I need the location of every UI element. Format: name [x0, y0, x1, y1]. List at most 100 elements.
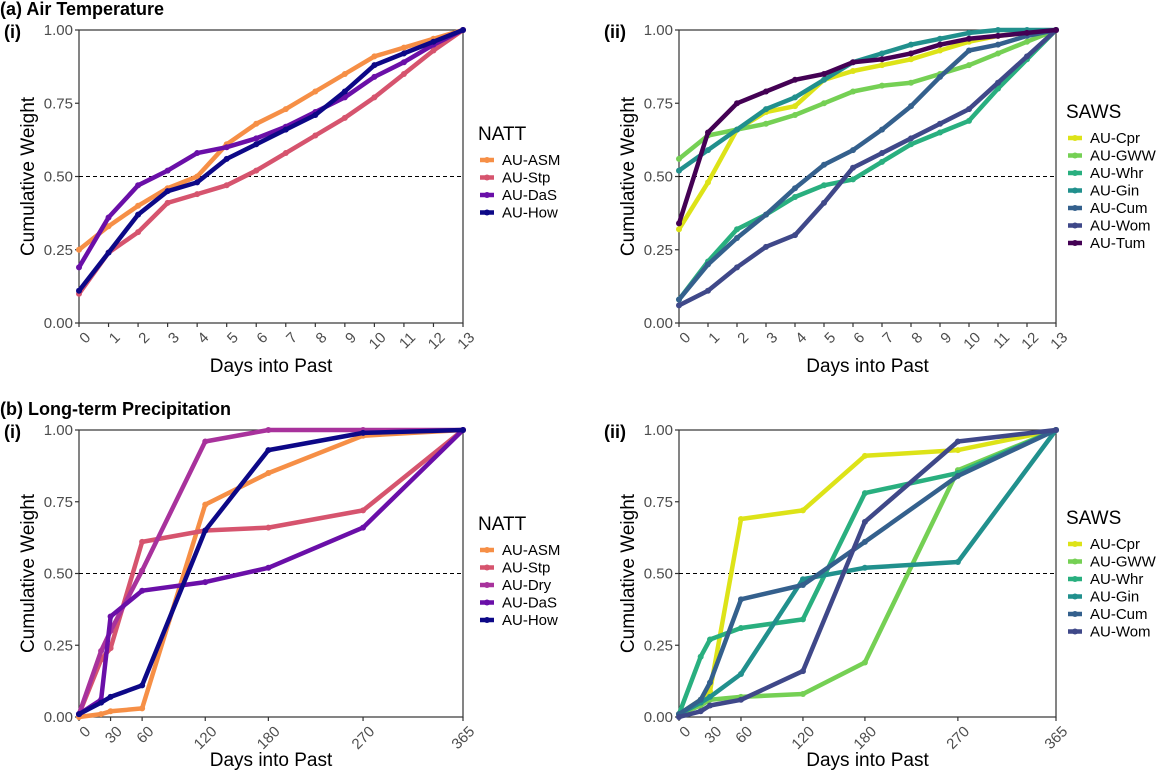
data-point: [107, 693, 114, 700]
data-point: [98, 699, 105, 706]
data-point: [734, 126, 740, 133]
x-tick-label: 3: [165, 329, 183, 347]
data-point: [1024, 29, 1030, 36]
data-point: [139, 567, 146, 574]
data-point: [850, 59, 856, 66]
data-point: [799, 691, 806, 698]
data-point: [821, 182, 827, 189]
data-point: [908, 41, 914, 48]
data-point: [821, 199, 827, 206]
legend-item: AU-How: [480, 205, 558, 222]
data-point: [164, 199, 171, 206]
data-point: [850, 147, 856, 154]
data-point: [799, 576, 806, 583]
data-point: [371, 73, 378, 80]
x-tick-label: 0: [76, 723, 94, 741]
legend-title: NATT: [478, 514, 527, 535]
legend-key-point: [1072, 558, 1078, 565]
panel-b-ii: (ii) 0.00 0.25 0.50 0.75 1.00 0 30 60 120 180 270 36…: [604, 422, 1157, 771]
data-point: [164, 167, 171, 174]
series-au-tum: [676, 27, 1059, 227]
x-axis-title: Days into Past: [210, 750, 333, 771]
data-point: [341, 114, 348, 121]
data-point: [697, 653, 704, 660]
data-point: [430, 38, 437, 45]
data-point: [265, 524, 272, 531]
data-point: [706, 702, 713, 709]
data-point: [676, 714, 682, 720]
data-point: [312, 132, 319, 139]
y-tick-label: 0.00: [44, 709, 73, 726]
data-point: [792, 103, 798, 110]
data-point: [937, 35, 943, 42]
data-point: [139, 682, 146, 689]
data-point: [763, 243, 769, 250]
data-point: [705, 147, 711, 154]
x-tick-label: 180: [254, 723, 284, 753]
x-tick-label: 0: [76, 329, 94, 347]
x-tick-label: 180: [850, 723, 880, 753]
data-point: [312, 88, 319, 95]
legend-item: AU-DaS: [480, 187, 557, 204]
legend-label: AU-Wom: [1090, 624, 1151, 641]
data-point: [966, 47, 972, 54]
series-au-how: [76, 427, 466, 718]
legend-label: AU-Cum: [1090, 606, 1148, 623]
data-point: [105, 249, 112, 256]
data-point: [76, 264, 82, 271]
y-tick-label: 0.25: [44, 637, 73, 654]
data-point: [202, 438, 209, 445]
data-point: [861, 490, 868, 497]
data-point: [223, 182, 230, 189]
data-point: [879, 50, 885, 57]
y-tick-label: 0.50: [644, 169, 673, 186]
data-point: [1053, 427, 1059, 433]
data-point: [341, 94, 348, 101]
data-point: [737, 625, 744, 632]
x-tick-label: 9: [342, 329, 360, 347]
y-tick-label: 0.25: [44, 242, 73, 259]
legend-label: AU-Cpr: [1090, 130, 1140, 147]
data-point: [1053, 27, 1059, 33]
x-tick-label: 7: [879, 329, 897, 347]
legend-label: AU-Whr: [1090, 165, 1143, 182]
legend-item: AU-Dry: [480, 577, 552, 594]
x-tick-label: 3: [763, 329, 781, 347]
data-point: [341, 88, 348, 95]
x-tick-label: 5: [224, 329, 242, 347]
data-point: [706, 693, 713, 700]
x-tick-label: 270: [349, 723, 379, 753]
x-tick-label: 12: [425, 329, 449, 353]
data-point: [282, 106, 289, 113]
data-point: [879, 158, 885, 165]
series-line: [676, 427, 1059, 717]
legend-label: AU-Whr: [1090, 571, 1143, 588]
data-point: [861, 452, 868, 459]
y-axis-title: Cumulative Weight: [18, 493, 39, 653]
x-tick-label: 11: [990, 329, 1013, 352]
x-tick-label: 11: [396, 329, 419, 352]
legend-key-point: [1072, 541, 1078, 547]
y-axis-title: Cumulative Weight: [618, 493, 639, 653]
data-point: [763, 120, 769, 127]
series-line: [676, 427, 1059, 717]
panel-label: (i): [4, 422, 21, 442]
data-point: [202, 579, 209, 586]
data-point: [954, 438, 961, 445]
data-point: [954, 559, 961, 566]
data-point: [360, 429, 367, 436]
legend-label: AU-DaS: [502, 187, 557, 204]
data-point: [879, 126, 885, 133]
y-tick-label: 1.00: [644, 422, 673, 439]
data-point: [265, 427, 272, 433]
legend-label: AU-Cpr: [1090, 536, 1140, 553]
data-point: [937, 41, 943, 48]
x-tick-label: 60: [133, 723, 157, 747]
legend-key-point: [1072, 240, 1078, 246]
x-axis-title: Days into Past: [806, 750, 929, 771]
legend-key-point: [1072, 152, 1078, 159]
data-point: [371, 53, 378, 60]
legend-item: AU-Cum: [1068, 606, 1148, 623]
x-tick-label: 5: [821, 329, 839, 347]
legend-label: AU-Stp: [502, 170, 550, 187]
